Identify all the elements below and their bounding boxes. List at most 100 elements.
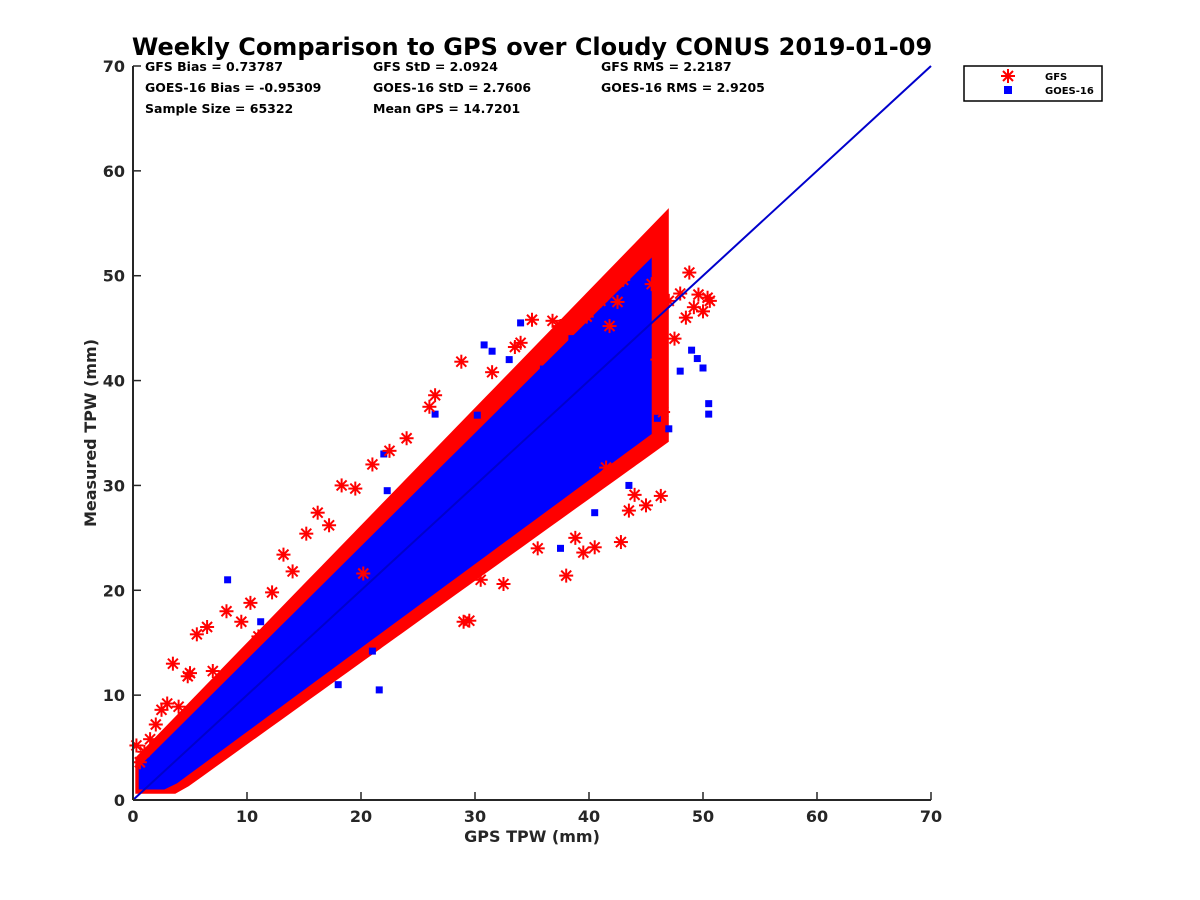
gfs-series (129, 265, 717, 770)
chart-title: Weekly Comparison to GPS over Cloudy CON… (132, 33, 932, 61)
x-axis-label: GPS TPW (mm) (464, 827, 600, 846)
gfs-point (656, 405, 671, 420)
legend: GFS GOES-16 (963, 65, 1103, 102)
gfs-point (299, 526, 314, 541)
gfs-point (200, 619, 215, 634)
gfs-point (132, 755, 147, 770)
gfs-point (334, 478, 349, 493)
goes16-point (425, 510, 433, 518)
gfs-point (143, 732, 158, 747)
goes16-point (550, 424, 558, 432)
gfs-point (189, 627, 204, 642)
one-to-one-line (132, 65, 932, 801)
gfs-point (382, 443, 397, 458)
gfs-point (496, 576, 511, 591)
goes16-point (383, 487, 391, 495)
point-cloud-band (138, 257, 652, 790)
goes16-point (257, 618, 265, 626)
gfs-point (650, 352, 665, 367)
y-axis-label: Measured TPW (mm) (81, 339, 100, 527)
gfs-point (276, 547, 291, 562)
gfs-point (639, 498, 653, 513)
goes16-point (699, 364, 707, 372)
gfs-point (234, 614, 249, 629)
gfs-point (243, 595, 258, 610)
x-tick-label: 20 (350, 807, 372, 826)
x-tick-label: 10 (236, 807, 258, 826)
gfs-point (165, 656, 180, 671)
gfs-point (129, 738, 144, 753)
gfs-point (513, 335, 528, 350)
gfs-point (310, 505, 325, 520)
gfs-point (473, 572, 488, 587)
gfs-point (653, 488, 668, 503)
stats-block: GFS Bias = 0.73787 GOES-16 Bias = -0.953… (145, 59, 765, 116)
goes16-point (591, 509, 599, 517)
gfs-point (365, 457, 380, 472)
gfs-point (553, 319, 568, 334)
stat-gfs-rms: GFS RMS = 2.2187 (601, 59, 732, 74)
goes16-point (517, 319, 525, 327)
goes16-point (676, 367, 684, 375)
x-ticks: 0 10 20 30 40 50 60 70 (127, 792, 942, 826)
legend-gfs-label: GFS (1045, 72, 1067, 83)
goes16-point (431, 410, 439, 418)
gfs-point (667, 331, 682, 346)
gfs-point (428, 388, 443, 403)
stat-goes16-rms: GOES-16 RMS = 2.9205 (601, 80, 765, 95)
goes16-point (480, 341, 488, 349)
x-tick-label: 60 (806, 807, 828, 826)
legend-goes16-label: GOES-16 (1045, 86, 1094, 97)
y-ticks: 0 10 20 30 40 50 60 70 (103, 57, 141, 810)
y-tick-label: 40 (103, 372, 125, 391)
y-tick-label: 60 (103, 162, 125, 181)
legend-goes16-marker (1004, 86, 1012, 94)
gfs-point (579, 309, 594, 324)
goes16-point (488, 347, 496, 355)
gfs-point (348, 481, 363, 496)
gfs-point (545, 313, 560, 328)
gfs-point (599, 460, 614, 475)
goes16-point (693, 355, 701, 363)
goes16-point (473, 411, 481, 419)
gfs-point (576, 545, 591, 560)
stat-goes16-std: GOES-16 StD = 2.7606 (373, 80, 531, 95)
gfs-point (137, 744, 152, 759)
gfs-point (610, 294, 625, 309)
stat-sample-size: Sample Size = 65322 (145, 101, 293, 116)
goes16-point (368, 647, 376, 655)
gfs-point (265, 585, 280, 600)
gfs-point (593, 293, 608, 308)
goes16-point (539, 365, 547, 373)
gfs-point (602, 319, 617, 334)
legend-gfs-marker (1001, 69, 1015, 83)
gfs-point (219, 604, 234, 619)
x-tick-label: 40 (578, 807, 600, 826)
y-tick-label: 10 (103, 686, 125, 705)
gfs-point (587, 540, 602, 555)
gfs-point (422, 399, 437, 414)
gfs-point (568, 530, 583, 545)
gfs-point (678, 310, 693, 325)
gfs-point (454, 354, 469, 369)
x-tick-label: 50 (692, 807, 714, 826)
gfs-point (530, 541, 545, 556)
gfs-point (183, 666, 197, 681)
goes16-point (665, 425, 673, 433)
stat-goes16-bias: GOES-16 Bias = -0.95309 (145, 80, 321, 95)
y-tick-label: 70 (103, 57, 125, 76)
gfs-point (205, 664, 220, 679)
goes16-point (380, 450, 388, 458)
gfs-point (673, 286, 688, 301)
goes16-point (289, 647, 297, 655)
gfs-point (616, 272, 631, 287)
gfs-point (399, 431, 414, 446)
gfs-point (613, 535, 628, 550)
goes16-point (642, 387, 650, 395)
y-tick-label: 30 (103, 476, 125, 495)
x-tick-label: 70 (920, 807, 942, 826)
stat-mean-gps: Mean GPS = 14.7201 (373, 101, 520, 116)
gfs-point (285, 564, 300, 579)
stat-gfs-bias: GFS Bias = 0.73787 (145, 59, 283, 74)
